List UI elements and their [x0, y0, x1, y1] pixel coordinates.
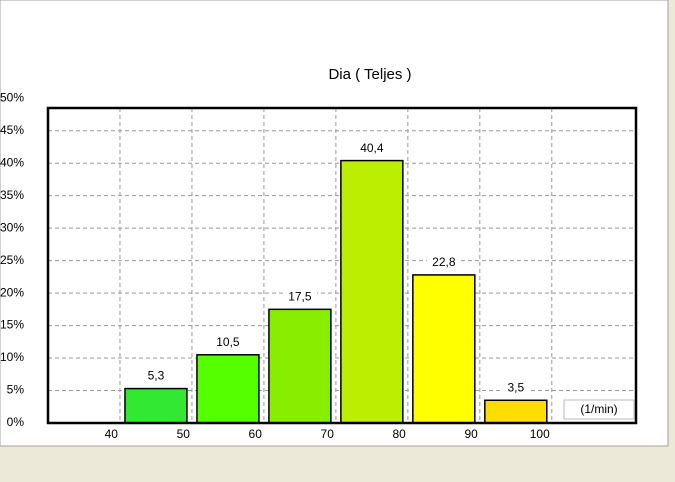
- y-tick-label: 45%: [0, 123, 24, 137]
- y-tick-label: 35%: [0, 188, 24, 202]
- bar: [124, 387, 188, 424]
- y-tick-label: 40%: [0, 155, 24, 169]
- x-tick-label: 80: [392, 427, 406, 441]
- bar: [340, 159, 404, 424]
- x-tick-label: 90: [464, 427, 478, 441]
- x-tick-label: 40: [105, 427, 119, 441]
- data-label: 22,8: [432, 255, 456, 269]
- y-tick-label: 50%: [0, 90, 24, 104]
- data-label: 5,3: [148, 369, 165, 383]
- y-tick-label: 0%: [7, 415, 25, 429]
- data-label-bg: [142, 368, 170, 384]
- chart-title: Dia ( Teljes ): [328, 66, 411, 83]
- data-label: 40,4: [360, 141, 384, 155]
- y-tick-label: 20%: [0, 285, 24, 299]
- data-label-bg: [210, 334, 245, 350]
- x-tick-label: 50: [177, 427, 191, 441]
- bar: [268, 308, 332, 424]
- bar: [484, 399, 548, 424]
- bar: [196, 354, 260, 424]
- data-label-bg: [282, 289, 317, 305]
- bar: [412, 274, 476, 424]
- data-label-bg: [502, 380, 530, 396]
- data-label: 3,5: [507, 380, 524, 394]
- x-axis-label: (1/min): [580, 402, 617, 416]
- y-tick-label: 15%: [0, 318, 24, 332]
- chart-panel: [0, 0, 669, 447]
- y-tick-label: 25%: [0, 253, 24, 267]
- y-tick-label: 10%: [0, 350, 24, 364]
- data-label: 10,5: [216, 335, 240, 349]
- x-tick-label: 60: [249, 427, 263, 441]
- plot-frame: [46, 106, 638, 425]
- data-label-bg: [426, 254, 461, 270]
- x-tick-label: 70: [321, 427, 335, 441]
- y-tick-label: 30%: [0, 220, 24, 234]
- x-tick-label: 100: [530, 427, 550, 441]
- x-label-box: [563, 399, 635, 420]
- data-label-bg: [354, 140, 389, 156]
- data-label: 17,5: [288, 290, 312, 304]
- y-tick-label: 5%: [7, 383, 25, 397]
